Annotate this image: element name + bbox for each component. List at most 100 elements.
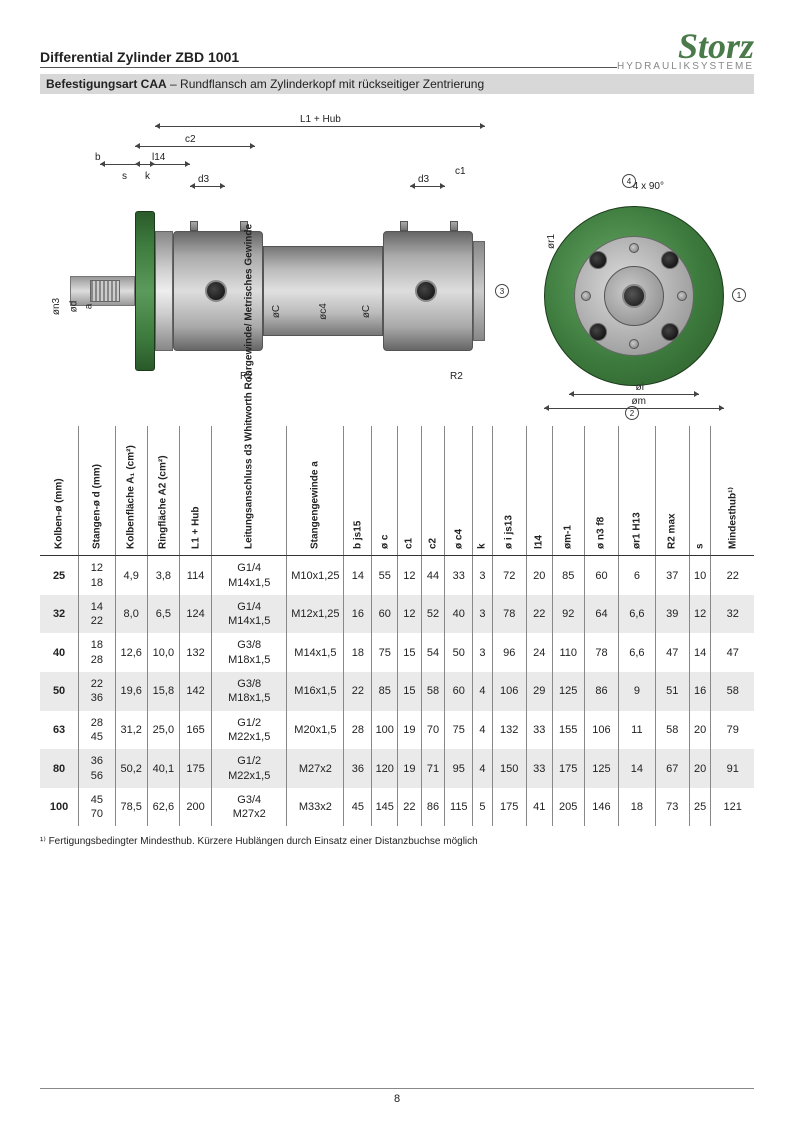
table-cell: 36 — [344, 749, 372, 788]
table-cell: 18 — [619, 788, 655, 827]
table-cell: 165 — [179, 711, 211, 750]
table-cell: 106 — [584, 711, 618, 750]
bolt-hole-4 — [661, 323, 679, 341]
table-cell: 86 — [421, 788, 445, 827]
table-cell: 78,5 — [115, 788, 147, 827]
table-cell: 47 — [655, 633, 689, 672]
table-cell: 124 — [179, 595, 211, 634]
dim-l14-line — [135, 164, 190, 165]
table-cell: G3/8M18x1,5 — [212, 633, 287, 672]
dim-r2b: R2 — [450, 371, 463, 382]
table-cell: 16 — [689, 672, 710, 711]
dim-c1: c1 — [455, 166, 466, 177]
table-cell: 20 — [689, 711, 710, 750]
page-footer: 8 — [40, 1088, 754, 1105]
dim-b: b — [95, 152, 101, 163]
footnote: ¹⁾ Fertigungsbedingter Mindesthub. Kürze… — [40, 836, 754, 847]
table-cell: 60 — [445, 672, 473, 711]
cylinder-side-view — [70, 226, 510, 356]
port-rear — [415, 280, 437, 302]
table-row: 80365650,240,1175G1/2M22x1,5M27x23612019… — [40, 749, 754, 788]
table-cell: 45 — [344, 788, 372, 827]
table-cell: 11 — [619, 711, 655, 750]
table-cell: 15,8 — [147, 672, 179, 711]
table-cell: 64 — [584, 595, 618, 634]
bolt-hole-3 — [589, 323, 607, 341]
table-cell: 63 — [40, 711, 79, 750]
title-block: Differential Zylinder ZBD 1001 — [40, 49, 617, 68]
table-cell: 72 — [492, 556, 526, 595]
table-cell: 4 — [473, 711, 492, 750]
table-cell: 33 — [526, 711, 552, 750]
dim-l1: L1 + Hub — [300, 114, 341, 125]
table-cell: 3 — [473, 556, 492, 595]
table-cell: 205 — [552, 788, 584, 827]
table-cell: 3656 — [79, 749, 115, 788]
table-row: 63284531,225,0165G1/2M22x1,5M20x1,528100… — [40, 711, 754, 750]
dim-angle: 4 x 90° — [633, 181, 664, 192]
table-cell: 25 — [689, 788, 710, 827]
col-header: Ringfläche A2 (cm²) — [147, 426, 179, 556]
col-header: Stangengewinde a — [287, 426, 344, 556]
dim-d3a-line — [190, 186, 225, 187]
col-header: ø i js13 — [492, 426, 526, 556]
table-cell: M12x1,25 — [287, 595, 344, 634]
col-header: c2 — [421, 426, 445, 556]
table-cell: 4 — [473, 749, 492, 788]
table-row: 3214228,06,5124G1/4M14x1,5M12x1,25166012… — [40, 595, 754, 634]
small-bolt-b — [629, 339, 639, 349]
table-cell: 106 — [492, 672, 526, 711]
table-head: Kolben-ø (mm)Stangen-ø d (mm)Kolbenfläch… — [40, 426, 754, 556]
table-cell: 24 — [526, 633, 552, 672]
table-cell: 120 — [372, 749, 398, 788]
table-cell: 19 — [398, 749, 422, 788]
table-cell: 146 — [584, 788, 618, 827]
table-cell: 78 — [492, 595, 526, 634]
table-cell: G3/8M18x1,5 — [212, 672, 287, 711]
table-cell: 6 — [619, 556, 655, 595]
technical-diagram: L1 + Hub c2 b l14 s k d3 d3 c1 øn3 ød a … — [40, 106, 754, 406]
table-row: 100457078,562,6200G3/4M27x2M33x245145228… — [40, 788, 754, 827]
table-cell: 25,0 — [147, 711, 179, 750]
table-cell: 1828 — [79, 633, 115, 672]
dim-oi-line — [569, 394, 699, 395]
table-cell: G1/2M22x1,5 — [212, 711, 287, 750]
table-cell: 50,2 — [115, 749, 147, 788]
table-row: 50223619,615,8142G3/8M18x1,5M16x1,522851… — [40, 672, 754, 711]
flange-side — [135, 211, 155, 371]
table-cell: 32 — [40, 595, 79, 634]
col-header: s — [689, 426, 710, 556]
table-cell: G1/4M14x1,5 — [212, 556, 287, 595]
table-cell: 96 — [492, 633, 526, 672]
dim-c2-line — [135, 146, 255, 147]
col-header: Leitungsanschluss d3 Whitworth Rohrgewin… — [212, 426, 287, 556]
table-cell: 8,0 — [115, 595, 147, 634]
table-cell: G1/2M22x1,5 — [212, 749, 287, 788]
small-bolt-t — [629, 243, 639, 253]
port-front — [205, 280, 227, 302]
table-cell: 33 — [526, 749, 552, 788]
table-cell: 100 — [40, 788, 79, 827]
table-cell: 25 — [40, 556, 79, 595]
dim-k: k — [145, 171, 150, 182]
table-cell: 22 — [711, 556, 754, 595]
table-cell: 20 — [526, 556, 552, 595]
table-cell: 125 — [584, 749, 618, 788]
col-header: øm-1 — [552, 426, 584, 556]
table-cell: 125 — [552, 672, 584, 711]
col-header: Kolben-ø (mm) — [40, 426, 79, 556]
table-cell: 20 — [689, 749, 710, 788]
bolt-top-3 — [400, 221, 408, 231]
brand-logo: Storz HYDRAULIKSYSTEME — [617, 32, 754, 72]
table-cell: 3,8 — [147, 556, 179, 595]
table-cell: 73 — [655, 788, 689, 827]
dim-on3: øn3 — [51, 298, 62, 315]
table-cell: 40 — [40, 633, 79, 672]
col-header: Stangen-ø d (mm) — [79, 426, 115, 556]
table-cell: M10x1,25 — [287, 556, 344, 595]
table-cell: 95 — [445, 749, 473, 788]
table-cell: 115 — [445, 788, 473, 827]
table-cell: 12 — [689, 595, 710, 634]
page-number: 8 — [394, 1093, 400, 1105]
dim-c2: c2 — [185, 134, 196, 145]
